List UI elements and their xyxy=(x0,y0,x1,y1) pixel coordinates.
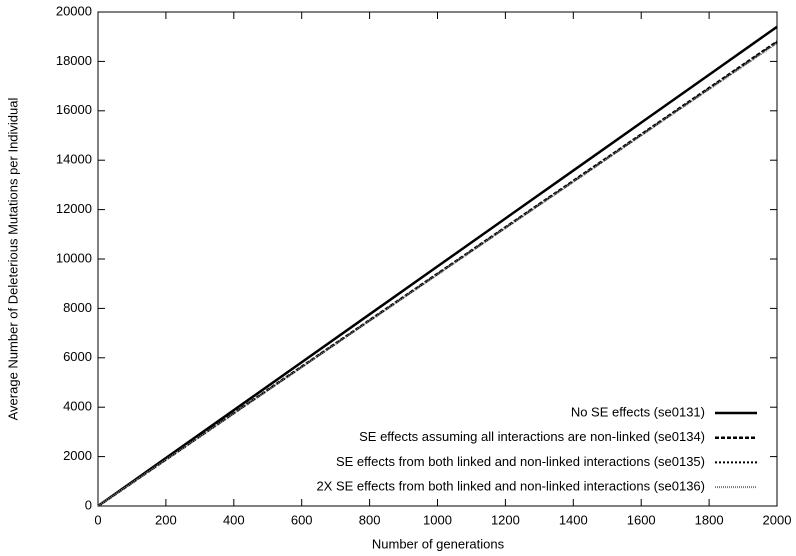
x-tick-label: 400 xyxy=(223,512,245,527)
x-tick-label: 2000 xyxy=(763,512,792,527)
x-tick-label: 0 xyxy=(94,512,101,527)
y-tick-label: 6000 xyxy=(63,349,92,364)
x-tick-label: 800 xyxy=(359,512,381,527)
x-tick-label: 1400 xyxy=(559,512,588,527)
y-tick-label: 18000 xyxy=(56,53,92,68)
y-tick-label: 12000 xyxy=(56,201,92,216)
y-axis-label: Average Number of Deleterious Mutations … xyxy=(5,98,20,421)
legend-label: SE effects from both linked and non-link… xyxy=(336,454,705,469)
y-tick-label: 20000 xyxy=(56,3,92,18)
legend-label: 2X SE effects from both linked and non-l… xyxy=(316,479,705,494)
y-tick-label: 0 xyxy=(85,497,92,512)
y-tick-label: 2000 xyxy=(63,448,92,463)
x-tick-label: 1600 xyxy=(627,512,656,527)
y-tick-label: 14000 xyxy=(56,152,92,167)
x-tick-label: 200 xyxy=(155,512,177,527)
y-tick-label: 4000 xyxy=(63,399,92,414)
y-tick-label: 10000 xyxy=(56,250,92,265)
series-line xyxy=(97,25,778,508)
x-axis-label: Number of generations xyxy=(372,536,505,551)
x-tick-label: 600 xyxy=(291,512,313,527)
series-line xyxy=(97,42,778,507)
x-tick-label: 1800 xyxy=(695,512,724,527)
series-line xyxy=(97,41,778,507)
legend-label: No SE effects (se0131) xyxy=(571,404,705,419)
y-tick-label: 8000 xyxy=(63,300,92,315)
x-tick-label: 1000 xyxy=(423,512,452,527)
legend-label: SE effects assuming all interactions are… xyxy=(359,429,705,444)
x-tick-label: 1200 xyxy=(491,512,520,527)
y-tick-label: 16000 xyxy=(56,102,92,117)
